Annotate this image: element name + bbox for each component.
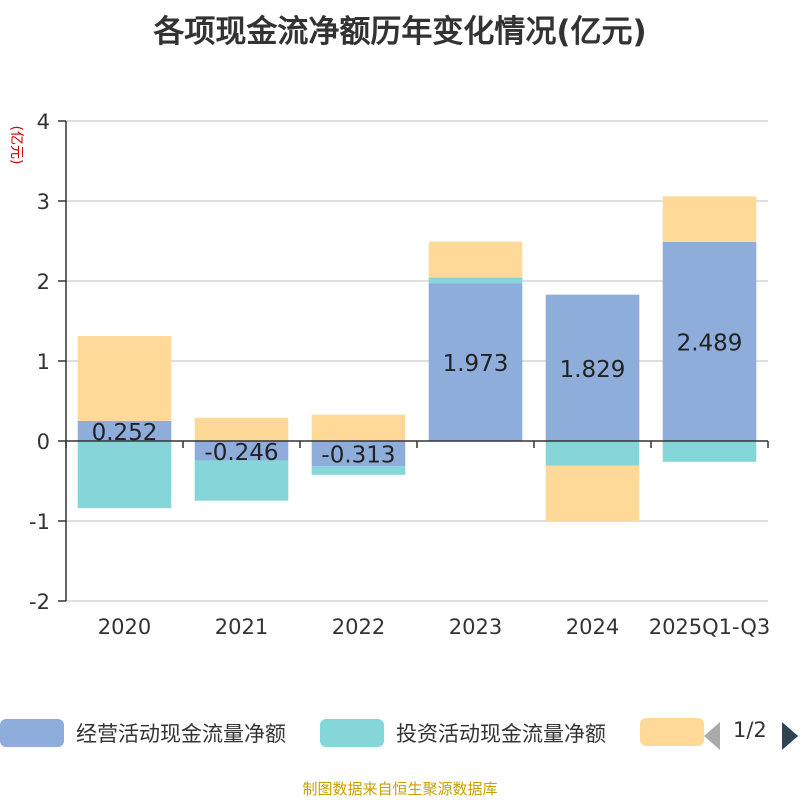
legend-next-arrow-icon[interactable] — [782, 722, 798, 750]
bar-segment-1-2020[interactable] — [77, 420, 172, 441]
data-label: -0.313 — [321, 443, 395, 469]
y-tick-label: 0 — [37, 430, 50, 454]
x-tick-label: 2021 — [215, 615, 268, 639]
bar-segment-1-2025Q1-Q3[interactable] — [662, 241, 757, 441]
chart-title: 各项现金流净额历年变化情况(亿元) — [153, 14, 647, 50]
legend-label-investing: 投资活动现金流量净额 — [396, 722, 606, 746]
y-tick-label: 1 — [37, 350, 50, 374]
bar-segment-1-2023[interactable] — [428, 283, 523, 441]
x-tick-label: 2025Q1-Q3 — [649, 615, 771, 639]
data-label: 2.489 — [677, 330, 743, 356]
data-label: 1.829 — [560, 357, 626, 383]
y-tick-label: 2 — [37, 270, 50, 294]
bar-segment-2-2021[interactable] — [194, 460, 289, 501]
x-tick-label: 2020 — [98, 615, 151, 639]
y-axis-label: (亿元) — [8, 126, 24, 165]
legend-item-investing[interactable]: 投资活动现金流量净额 — [320, 718, 606, 748]
legend-item-third[interactable] — [640, 718, 704, 746]
legend-item-operating[interactable]: 经营活动现金流量净额 — [0, 718, 286, 748]
legend-page-indicator: 1/2 — [733, 718, 767, 742]
legend-prev-arrow-icon[interactable] — [704, 722, 720, 750]
bar-segment-2-2022[interactable] — [311, 466, 406, 475]
legend-swatch-operating — [0, 719, 64, 747]
data-label: 0.252 — [92, 420, 158, 446]
y-tick-label: -1 — [29, 510, 50, 534]
y-tick-label: 4 — [37, 110, 50, 134]
bar-segment-3-2020[interactable] — [77, 336, 172, 421]
y-tick-label: -2 — [29, 590, 50, 614]
bar-segment-1-2021[interactable] — [194, 441, 289, 461]
bar-segment-2-2023[interactable] — [428, 277, 523, 284]
bar-segment-2-2020[interactable] — [77, 441, 172, 509]
bar-segment-3-2022[interactable] — [311, 414, 406, 441]
bar-segment-2-2025Q1-Q3[interactable] — [662, 441, 757, 462]
legend-swatch-third — [640, 718, 704, 746]
bar-segment-3-2024[interactable] — [545, 465, 640, 522]
legend-swatch-investing — [320, 719, 384, 747]
bar-segment-1-2024[interactable] — [545, 294, 640, 441]
data-label: -0.246 — [204, 440, 278, 466]
data-label: 1.973 — [443, 351, 509, 377]
bar-segment-3-2025Q1-Q3[interactable] — [662, 196, 757, 242]
x-tick-label: 2024 — [566, 615, 619, 639]
bar-segment-3-2021[interactable] — [194, 417, 289, 441]
y-tick-label: 3 — [37, 190, 50, 214]
x-tick-label: 2022 — [332, 615, 385, 639]
bar-segment-1-2022[interactable] — [311, 441, 406, 467]
bar-segment-2-2024[interactable] — [545, 441, 640, 466]
source-note: 制图数据来自恒生聚源数据库 — [302, 780, 498, 798]
bar-segment-3-2023[interactable] — [428, 241, 523, 278]
legend-label-operating: 经营活动现金流量净额 — [76, 722, 286, 746]
legend-pager — [704, 722, 798, 750]
x-tick-label: 2023 — [449, 615, 502, 639]
